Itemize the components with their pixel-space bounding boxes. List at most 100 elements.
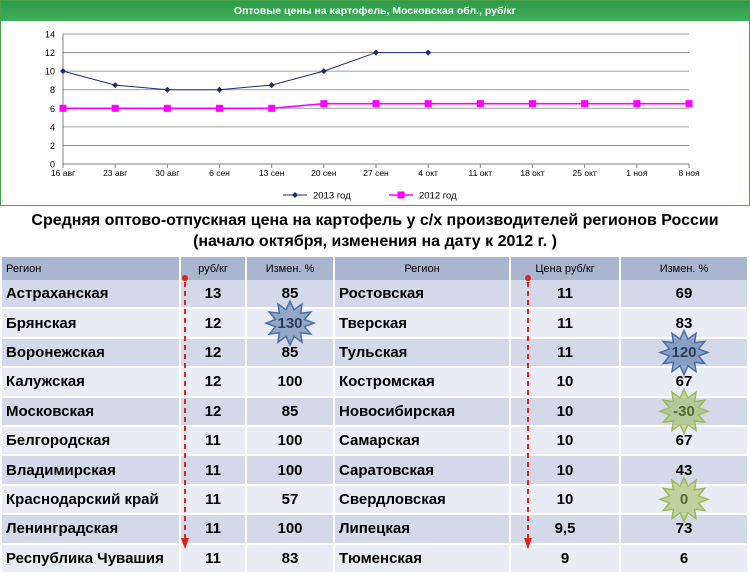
data-point <box>633 100 641 108</box>
cell-region-a: Воронежская <box>2 337 181 369</box>
data-point <box>373 49 379 56</box>
cell-region-b: Ростовская <box>334 280 511 310</box>
cell-region-a: Брянская <box>2 308 181 339</box>
cell-change-a: 85 <box>246 396 335 427</box>
col-header-change-b: Измен. % <box>620 257 749 280</box>
cell-change-a: 130 <box>246 308 335 339</box>
x-tick-label: 11 окт <box>469 168 493 178</box>
cell-change-a: 100 <box>246 425 335 457</box>
cell-region-a: Владимирская <box>2 455 181 486</box>
data-point <box>268 104 276 112</box>
x-tick-label: 6 сен <box>209 168 230 178</box>
cell-change-b: -30 <box>620 396 749 427</box>
cell-region-b: Костромская <box>334 367 511 398</box>
cell-price-b: 10 <box>510 484 621 516</box>
y-tick-label: 4 <box>50 122 55 132</box>
cell-region-a: Ленинградская <box>2 514 181 545</box>
data-point <box>268 82 275 89</box>
col-header-region-b: Регион <box>334 257 511 280</box>
cell-change-b: 67 <box>620 367 749 398</box>
cell-price-b: 11 <box>510 337 621 369</box>
x-tick-label: 1 ноя <box>626 168 648 178</box>
cell-price-b: 11 <box>510 308 621 339</box>
cell-change-b: 6 <box>620 543 749 574</box>
data-point <box>320 68 327 75</box>
data-point <box>163 104 171 112</box>
cell-change-a: 100 <box>246 455 335 486</box>
data-point <box>685 100 693 108</box>
x-tick-label: 13 сен <box>259 168 285 178</box>
cell-region-b: Липецкая <box>334 514 511 545</box>
data-point <box>320 100 328 108</box>
cell-region-b: Саратовская <box>334 455 511 486</box>
table-row: Владимирская 11 100 Саратовская 10 43 <box>2 455 749 486</box>
cell-price-a: 12 <box>180 337 247 369</box>
cell-price-a: 11 <box>180 455 247 486</box>
legend-swatch-marker <box>292 192 298 198</box>
x-tick-label: 27 сен <box>363 168 389 178</box>
cell-price-a: 12 <box>180 367 247 398</box>
y-tick-label: 2 <box>50 141 55 151</box>
cell-change-b: 120 <box>620 337 749 369</box>
x-tick-label: 8 ноя <box>678 168 700 178</box>
data-point <box>216 86 223 93</box>
series-line <box>62 52 429 91</box>
table-header-row: Регион руб/кг Измен. % Регион Цена руб/к… <box>2 257 749 280</box>
cell-price-a: 12 <box>180 308 247 339</box>
legend-label: 2013 год <box>313 191 351 202</box>
cell-price-a: 13 <box>180 280 247 310</box>
data-point <box>425 49 432 56</box>
cell-region-b: Самарская <box>334 425 511 457</box>
cell-change-a: 57 <box>246 484 335 516</box>
line-chart: 0 2 4 6 8 10 12 14 16 авг 23 авг 30 авг 6 сен 13 сен… <box>45 30 700 202</box>
x-tick-label: 16 авг <box>51 168 75 178</box>
table-heading: Средняя оптово-отпускная цена на картофе… <box>0 210 750 252</box>
x-tick-label: 25 окт <box>573 168 597 178</box>
data-point <box>216 104 223 112</box>
x-tick-label: 4 окт <box>418 168 438 178</box>
y-tick-label: 14 <box>45 30 55 40</box>
cell-change-a: 83 <box>246 543 335 574</box>
x-tick-label: 20 сен <box>311 168 337 178</box>
table-row: Калужская 12 100 Костромская 10 67 <box>2 367 749 398</box>
cell-price-a: 11 <box>180 543 247 574</box>
cell-price-b: 10 <box>510 425 621 457</box>
data-point <box>59 104 67 112</box>
cell-region-a: Московская <box>2 396 181 427</box>
cell-change-b: 83 <box>620 308 749 339</box>
cell-price-a: 11 <box>180 484 247 516</box>
col-header-region-a: Регион <box>2 257 181 280</box>
cell-region-b: Тульская <box>334 337 511 369</box>
table-row: Республика Чувашия 11 83 Тюменская 9 6 <box>2 543 749 574</box>
regions-table: Регион руб/кг Измен. % Регион Цена руб/к… <box>2 257 749 574</box>
table-row: Астраханская 13 85 Ростовская 11 69 <box>2 280 749 310</box>
data-point <box>60 68 66 75</box>
cell-change-a: 100 <box>246 514 335 545</box>
legend-swatch-marker <box>397 191 405 199</box>
data-point <box>529 100 536 108</box>
cell-price-a: 11 <box>180 514 247 545</box>
table-heading-line2: (начало октября, изменения на дату к 201… <box>193 233 557 250</box>
cell-price-a: 11 <box>180 425 247 457</box>
cell-region-b: Свердловская <box>334 484 511 516</box>
col-header-price-a: руб/кг <box>180 257 247 280</box>
cell-change-b: 0 <box>620 484 749 516</box>
cell-region-a: Белгородская <box>2 425 181 457</box>
x-tick-label: 30 авг <box>155 168 179 178</box>
col-header-price-b: Цена руб/кг <box>510 257 621 280</box>
table-row: Ленинградская 11 100 Липецкая 9,5 73 <box>2 514 749 545</box>
cell-price-b: 11 <box>510 280 621 310</box>
y-tick-label: 0 <box>50 160 55 170</box>
legend-label: 2012 год <box>419 191 457 202</box>
x-tick-label: 23 авг <box>103 168 127 178</box>
chart-panel: Оптовые цены на картофель, Московская об… <box>0 0 750 206</box>
cell-price-b: 10 <box>510 396 621 427</box>
cell-change-b: 73 <box>620 514 749 545</box>
y-tick-label: 12 <box>45 48 55 58</box>
data-point <box>581 100 589 108</box>
cell-region-b: Тюменская <box>334 543 511 574</box>
table-row: Брянская 12 130 Тверская 11 83 <box>2 308 749 339</box>
data-point <box>164 86 171 93</box>
cell-price-b: 10 <box>510 367 621 398</box>
cell-change-b: 43 <box>620 455 749 486</box>
